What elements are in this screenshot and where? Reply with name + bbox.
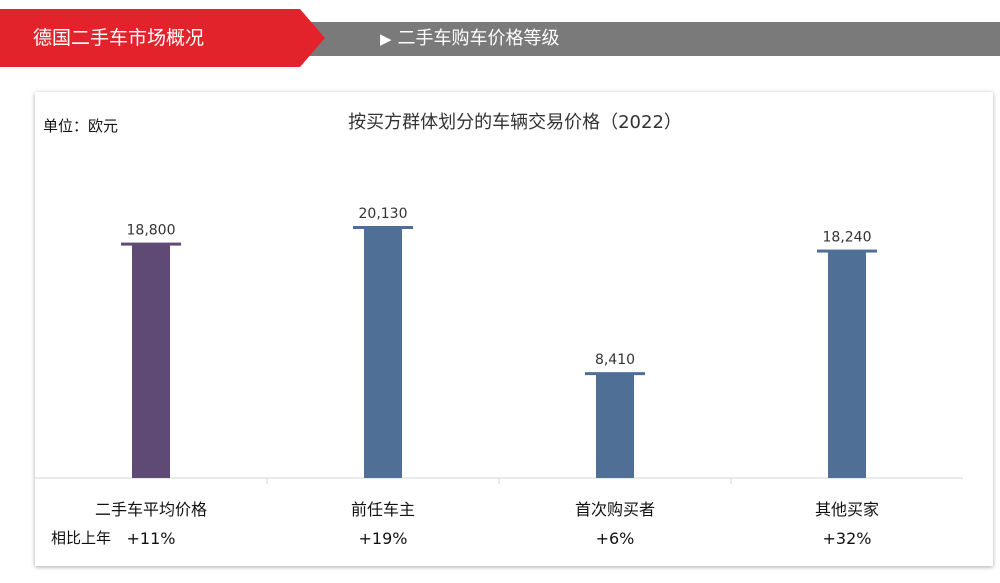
bar-previous-owner xyxy=(364,227,402,478)
category-label-previous-owner: 前任车主 xyxy=(350,500,415,519)
bar-chart: 18,800 20,130 8,410 18,240 xyxy=(35,206,963,484)
play-triangle-icon: ▶ xyxy=(380,30,392,48)
chart-panel: 单位：欧元 按买方群体划分的车辆交易价格（2022） 18,800 20,130 8… xyxy=(35,92,993,566)
unit-label: 单位：欧元 xyxy=(43,117,119,135)
data-label-other-buyers: 18,240 xyxy=(823,230,872,246)
yoy-value-first-buyer: +6% xyxy=(595,529,635,548)
bar-cap-first-buyer xyxy=(585,372,645,376)
category-label-other-buyers: 其他买家 xyxy=(814,500,879,519)
bar-cap-other-buyers xyxy=(817,249,877,253)
data-label-first-buyer: 8,410 xyxy=(595,352,635,368)
data-label-average: 18,800 xyxy=(127,223,176,239)
subsection-title: 二手车购车价格等级 xyxy=(397,28,560,49)
bar-first-buyer xyxy=(596,373,634,478)
bar-cap-average xyxy=(121,242,181,246)
bar-average xyxy=(132,243,170,478)
section-tab xyxy=(0,9,325,67)
yoy-value-previous-owner: +19% xyxy=(358,529,408,548)
section-title: 德国二手车市场概况 xyxy=(33,27,205,49)
category-label-average: 二手车平均价格 xyxy=(94,500,207,519)
bar-cap-previous-owner xyxy=(353,226,413,229)
chart-title: 按买方群体划分的车辆交易价格（2022） xyxy=(348,112,682,133)
category-label-first-buyer: 首次购买者 xyxy=(574,500,655,519)
subsection-heading: ▶ 二手车购车价格等级 xyxy=(380,22,560,56)
yoy-value-average: +11% xyxy=(126,529,176,548)
yoy-value-other-buyers: +32% xyxy=(822,529,872,548)
yoy-row-label: 相比上年 xyxy=(51,529,112,547)
bar-other-buyers xyxy=(828,250,866,478)
data-label-previous-owner: 20,130 xyxy=(359,206,408,222)
